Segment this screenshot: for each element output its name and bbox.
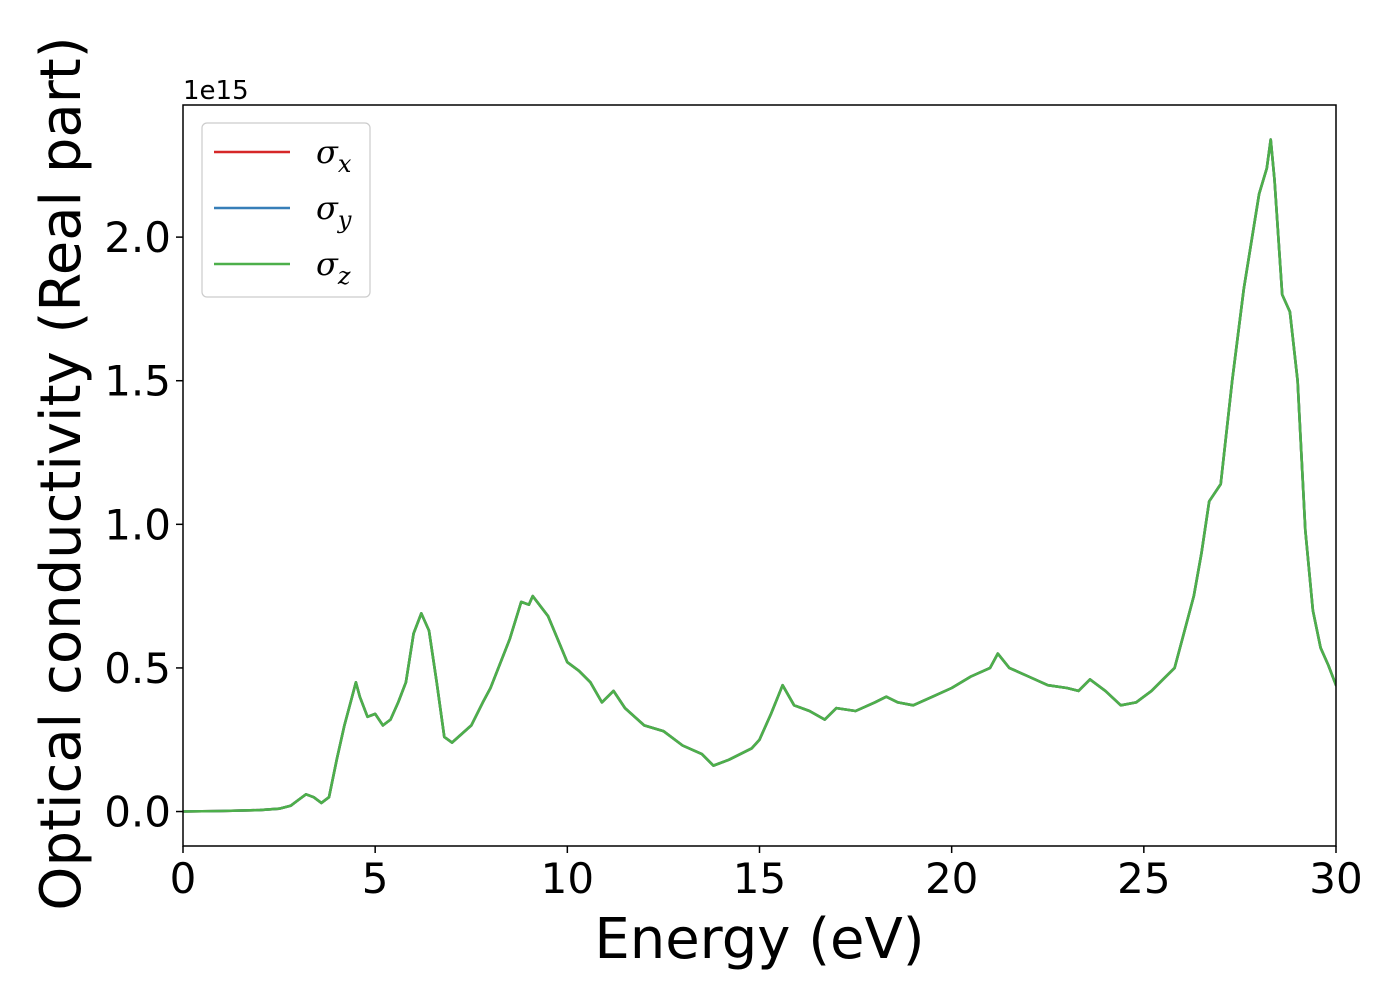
y-tick-label: 0.5: [104, 644, 171, 693]
x-tick-label: 20: [925, 854, 978, 903]
legend-symbol: σ: [316, 189, 339, 227]
legend-symbol: σ: [316, 245, 339, 283]
y-offset-text: 1e15: [183, 76, 249, 106]
x-axis-title: Energy (eV): [594, 907, 924, 972]
legend-symbol: σ: [316, 133, 339, 171]
x-tick-label: 25: [1117, 854, 1170, 903]
y-tick-label: 0.0: [104, 788, 171, 837]
legend-subscript: x: [338, 150, 352, 178]
x-tick-label: 15: [733, 854, 786, 903]
x-axis: 0 5 10 15 20 25 30: [170, 846, 1363, 903]
y-tick-label: 1.5: [104, 357, 171, 406]
legend-label-y: σy: [316, 189, 352, 234]
legend-box: [201, 122, 371, 298]
x-tick-label: 5: [362, 854, 389, 903]
y-tick-label: 1.0: [104, 500, 171, 549]
x-tick-label: 0: [170, 854, 197, 903]
legend-label-z: σz: [316, 245, 351, 290]
y-tick-label: 2.0: [104, 213, 171, 262]
legend-subscript: z: [337, 262, 351, 290]
y-axis: 0.0 0.5 1.0 1.5 2.0: [104, 213, 183, 837]
x-tick-label: 30: [1309, 854, 1362, 903]
legend-subscript: y: [337, 206, 352, 234]
y-axis-title: Optical conductivity (Real part): [29, 36, 94, 910]
legend-label-x: σx: [316, 133, 352, 178]
plot-area: [183, 138, 1336, 813]
x-tick-label: 10: [541, 854, 594, 903]
series-line-z: [183, 138, 1336, 813]
